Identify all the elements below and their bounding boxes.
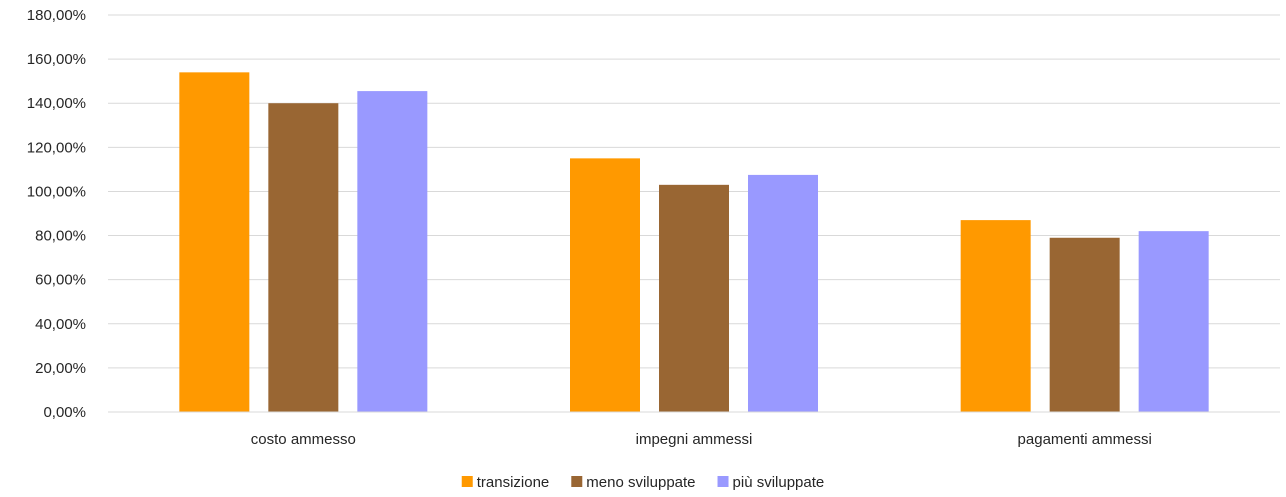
y-tick-label: 180,00% [27, 7, 86, 24]
legend: transizione meno sviluppate più sviluppate [461, 474, 825, 491]
legend-label: meno sviluppate [586, 474, 695, 491]
bar-transizione-impegni-ammessi [570, 158, 640, 412]
y-tick-label: 80,00% [35, 228, 86, 245]
y-tick-label: 0,00% [43, 404, 86, 421]
bar-meno-sviluppate-costo-ammesso [268, 103, 339, 412]
x-category-label: pagamenti ammessi [1018, 431, 1152, 448]
x-category-label: costo ammesso [251, 431, 356, 448]
bar-più-sviluppate-impegni-ammessi [748, 174, 818, 412]
y-tick-label: 120,00% [27, 139, 86, 156]
bar-più-sviluppate-costo-ammesso [357, 91, 428, 412]
legend-swatch [461, 476, 473, 487]
y-tick-label: 140,00% [27, 95, 86, 112]
bar-più-sviluppate-pagamenti-ammessi [1138, 231, 1209, 412]
y-tick-label: 40,00% [35, 316, 86, 333]
y-tick-label: 160,00% [27, 51, 86, 68]
legend-label: più sviluppate [733, 474, 825, 491]
bars [179, 72, 1209, 412]
x-category-label: impegni ammessi [636, 431, 753, 448]
y-tick-label: 60,00% [35, 272, 86, 289]
legend-swatch [571, 476, 583, 487]
legend-swatch [717, 476, 729, 487]
bar-transizione-costo-ammesso [179, 72, 250, 412]
bar-transizione-pagamenti-ammessi [960, 220, 1031, 412]
y-tick-label: 100,00% [27, 183, 86, 200]
x-axis-category-labels: costo ammesso impegni ammessi pagamenti am… [251, 431, 1152, 448]
bar-meno-sviluppate-pagamenti-ammessi [1049, 237, 1120, 412]
bar-meno-sviluppate-impegni-ammessi [659, 184, 729, 412]
y-axis-tick-labels: 0,00% 20,00% 40,00% 60,00% 80,00% 100,00% 120,… [27, 7, 86, 421]
legend-label: transizione [477, 474, 550, 491]
y-tick-label: 20,00% [35, 360, 86, 377]
